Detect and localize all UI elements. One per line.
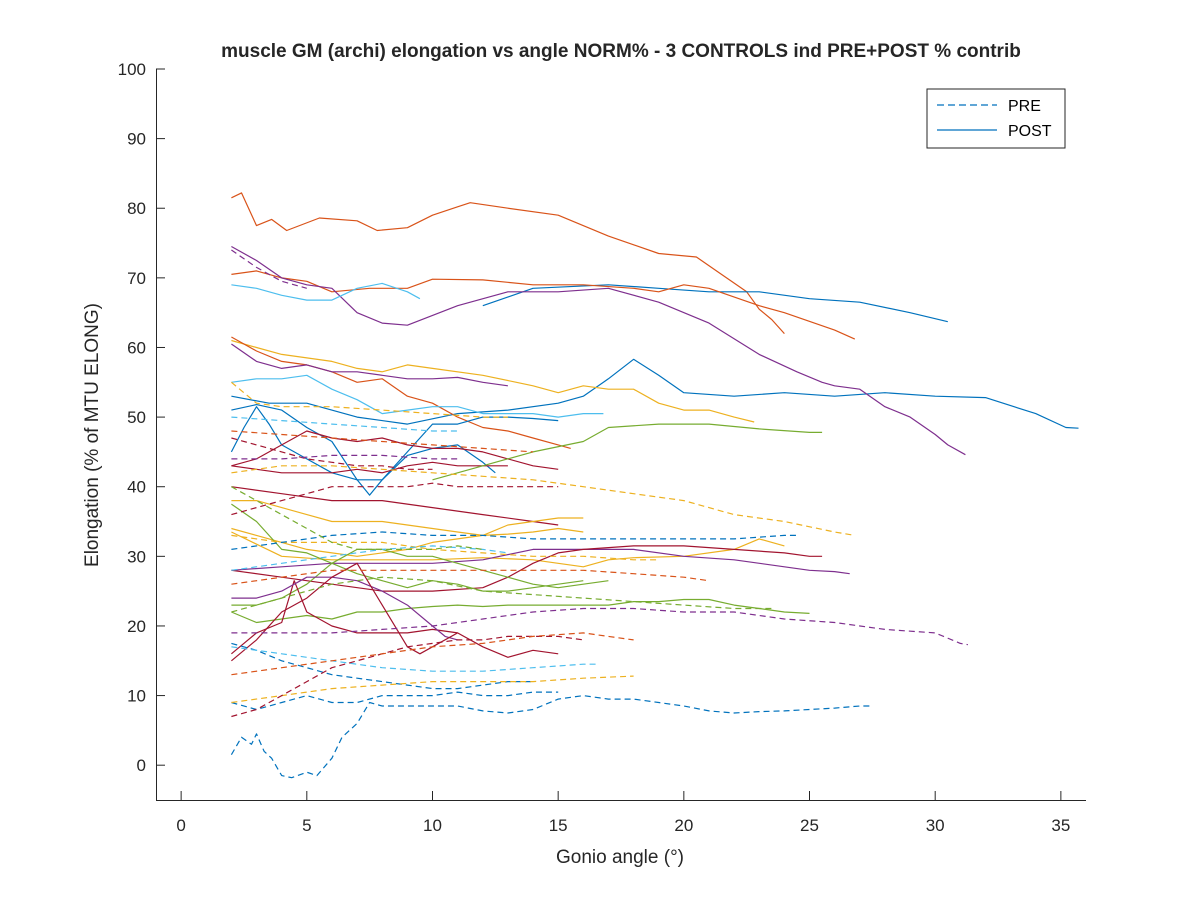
- pre-series-line-39: [231, 531, 797, 550]
- post-series-line-0: [231, 192, 785, 335]
- x-ticks: 0 5 10 15 20 25 30 35: [176, 791, 1070, 835]
- post-series-line-6: [231, 339, 755, 423]
- post-series-line-20: [231, 545, 823, 592]
- pre-series-line-29: [231, 642, 533, 690]
- post-series-line-11: [230, 406, 496, 481]
- x-tick-label: 10: [423, 816, 442, 835]
- pre-series-line-45: [231, 416, 458, 432]
- legend-box: [926, 88, 1066, 149]
- post-series-line-3: [231, 270, 856, 340]
- x-tick-label: 35: [1051, 816, 1070, 835]
- post-series-line-15: [231, 486, 559, 526]
- pre-series-line-44: [231, 381, 508, 418]
- pre-series-line-46: [231, 249, 307, 289]
- y-tick-label: 100: [118, 60, 146, 79]
- x-tick-label: 20: [674, 816, 693, 835]
- pre-series-line-37: [231, 534, 659, 561]
- post-series-line-5: [231, 282, 421, 301]
- post-series-line-14: [432, 423, 823, 481]
- chart-title: muscle GM (archi) elongation vs angle NO…: [221, 41, 1021, 62]
- post-series-line-9: [231, 374, 604, 418]
- post-series-line-24: [231, 580, 559, 658]
- x-tick-label: 5: [302, 816, 311, 835]
- post-series-line-1: [482, 284, 948, 323]
- pre-series-line-32: [231, 635, 584, 718]
- post-series-line-13: [231, 461, 508, 474]
- legend-pre-label: PRE: [1008, 98, 1041, 115]
- pre-series-line-38: [231, 545, 508, 571]
- y-tick-label: 10: [127, 687, 146, 706]
- pre-series-line-47: [231, 437, 433, 470]
- y-tick-label: 70: [127, 269, 146, 288]
- y-tick-label: 80: [127, 199, 146, 218]
- y-tick-label: 60: [127, 338, 146, 357]
- y-tick-label: 0: [137, 756, 146, 775]
- pre-series-line-34: [231, 607, 969, 646]
- post-series-line-21: [231, 503, 584, 592]
- post-series-line-12: [231, 430, 559, 470]
- pre-series-line-36: [231, 569, 710, 585]
- pre-series-line-42: [231, 486, 483, 550]
- y-tick-label: 40: [127, 478, 146, 497]
- legend: PRE POST: [926, 88, 1066, 149]
- post-series-line-18: [231, 531, 785, 568]
- plot-area: [156, 69, 1086, 800]
- post-series-line-7: [231, 336, 571, 449]
- post-series-line-22: [231, 598, 810, 624]
- pre-series-line-43: [231, 430, 534, 453]
- x-axis-label: Gonio angle (°): [556, 847, 684, 868]
- x-tick-label: 0: [176, 816, 185, 835]
- post-series-line-16: [231, 500, 584, 536]
- y-tick-label: 30: [127, 547, 146, 566]
- post-series-line-26: [231, 562, 458, 662]
- x-tick-label: 25: [800, 816, 819, 835]
- post-series-line-2: [231, 358, 1079, 429]
- axes-box: [156, 69, 1086, 801]
- post-series-line-25: [231, 576, 458, 641]
- y-axis-label: Elongation (% of MTU ELONG): [82, 303, 103, 567]
- x-tick-label: 30: [926, 816, 945, 835]
- pre-series-line-30: [231, 675, 634, 704]
- post-series-line-23: [231, 548, 609, 606]
- y-tick-label: 50: [127, 408, 146, 427]
- post-series-line-4: [231, 245, 966, 456]
- series-layer: [230, 192, 1079, 779]
- y-tick-label: 20: [127, 617, 146, 636]
- pre-series-line-31: [231, 646, 596, 672]
- post-series-line-8: [231, 343, 508, 387]
- pre-series-line-35: [231, 576, 772, 613]
- y-ticks: 0 10 20 30 40 50 60 70 80 90 100: [118, 60, 165, 775]
- legend-post-label: POST: [1008, 123, 1052, 140]
- y-tick-label: 90: [127, 130, 146, 149]
- pre-series-line-48: [231, 454, 458, 460]
- x-tick-label: 15: [549, 816, 568, 835]
